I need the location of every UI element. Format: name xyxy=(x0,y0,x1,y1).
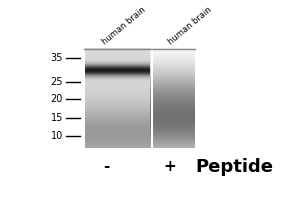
Text: 20: 20 xyxy=(51,94,63,104)
Text: 35: 35 xyxy=(51,53,63,63)
Text: Peptide: Peptide xyxy=(195,158,273,176)
Text: +: + xyxy=(163,159,176,174)
Text: 25: 25 xyxy=(50,77,63,87)
Text: human brain: human brain xyxy=(167,5,214,47)
Text: -: - xyxy=(103,159,110,174)
Text: 10: 10 xyxy=(51,131,63,141)
Text: 15: 15 xyxy=(51,113,63,123)
Text: human brain: human brain xyxy=(101,5,148,47)
